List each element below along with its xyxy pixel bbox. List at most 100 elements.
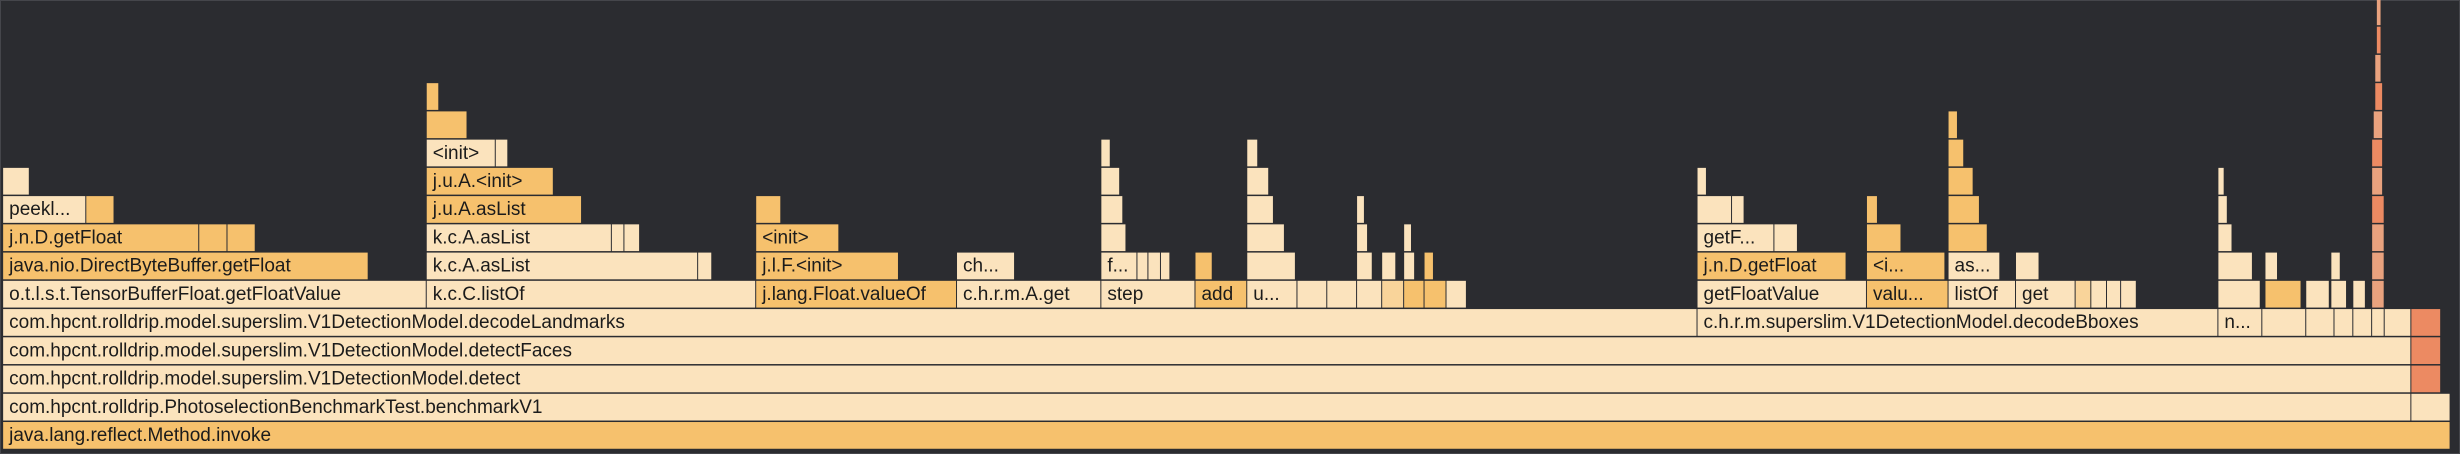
stack-frame[interactable] <box>1101 280 1195 308</box>
stack-frame[interactable] <box>1357 196 1364 223</box>
stack-frame[interactable] <box>1357 224 1368 252</box>
stack-frame[interactable] <box>86 196 114 223</box>
stack-frame[interactable] <box>1424 252 1433 280</box>
stack-frame[interactable] <box>1404 252 1415 280</box>
stack-frame[interactable] <box>2372 139 2383 167</box>
stack-frame[interactable] <box>1697 167 1706 195</box>
stack-frame[interactable] <box>1382 280 1404 308</box>
stack-frame[interactable] <box>2411 337 2441 365</box>
stack-frame[interactable] <box>1697 224 1774 252</box>
stack-frame[interactable] <box>1382 252 1396 280</box>
stack-frame[interactable] <box>1404 280 1424 308</box>
stack-frame[interactable] <box>426 83 439 110</box>
stack-frame[interactable] <box>1948 111 1957 139</box>
stack-frame[interactable] <box>2265 252 2278 280</box>
stack-frame[interactable] <box>3 309 1697 336</box>
stack-frame[interactable] <box>1357 280 1382 308</box>
stack-frame[interactable] <box>1195 280 1247 308</box>
stack-frame[interactable] <box>3 252 368 280</box>
stack-frame[interactable] <box>756 224 839 252</box>
stack-frame[interactable] <box>1732 196 1744 223</box>
stack-frame[interactable] <box>426 167 553 195</box>
stack-frame[interactable] <box>2375 54 2381 82</box>
stack-frame[interactable] <box>2306 309 2334 336</box>
stack-frame[interactable] <box>1247 196 1273 223</box>
stack-frame[interactable] <box>1866 196 1877 223</box>
stack-frame[interactable] <box>1948 139 1964 167</box>
stack-frame[interactable] <box>3 224 199 252</box>
stack-frame[interactable] <box>1697 252 1846 280</box>
stack-frame[interactable] <box>3 167 29 195</box>
stack-frame[interactable] <box>1247 224 1284 252</box>
stack-frame[interactable] <box>756 196 781 223</box>
stack-frame[interactable] <box>2016 252 2039 280</box>
stack-frame[interactable] <box>3 196 86 223</box>
stack-frame[interactable] <box>2218 280 2260 308</box>
stack-frame[interactable] <box>756 252 898 280</box>
stack-frame[interactable] <box>1866 224 1901 252</box>
stack-frame[interactable] <box>426 111 467 139</box>
stack-frame[interactable] <box>426 252 698 280</box>
stack-frame[interactable] <box>1948 252 2000 280</box>
stack-frame[interactable] <box>2218 224 2232 252</box>
stack-frame[interactable] <box>1247 167 1269 195</box>
stack-frame[interactable] <box>1948 196 1979 223</box>
stack-frame[interactable] <box>227 224 255 252</box>
stack-frame[interactable] <box>698 252 712 280</box>
stack-frame[interactable] <box>1101 252 1137 280</box>
stack-frame[interactable] <box>2353 280 2365 308</box>
stack-frame[interactable] <box>1697 196 1732 223</box>
stack-frame[interactable] <box>2376 0 2381 26</box>
stack-frame[interactable] <box>2331 252 2340 280</box>
stack-frame[interactable] <box>2334 309 2353 336</box>
stack-frame[interactable] <box>957 252 1015 280</box>
stack-frame[interactable] <box>2218 252 2252 280</box>
stack-frame[interactable] <box>495 139 508 167</box>
stack-frame[interactable] <box>426 139 495 167</box>
stack-frame[interactable] <box>1774 224 1797 252</box>
stack-frame[interactable] <box>2107 280 2121 308</box>
stack-frame[interactable] <box>2375 83 2383 110</box>
stack-frame[interactable] <box>1948 280 2016 308</box>
stack-frame[interactable] <box>2372 252 2384 280</box>
stack-frame[interactable] <box>2353 309 2372 336</box>
stack-frame[interactable] <box>2372 167 2383 195</box>
stack-frame[interactable] <box>2373 111 2383 139</box>
stack-frame[interactable] <box>2372 280 2384 308</box>
stack-frame[interactable] <box>2265 280 2301 308</box>
stack-frame[interactable] <box>426 196 582 223</box>
stack-frame[interactable] <box>2376 26 2381 54</box>
stack-frame[interactable] <box>1101 167 1120 195</box>
stack-frame[interactable] <box>1948 224 1987 252</box>
stack-frame[interactable] <box>426 224 611 252</box>
stack-frame[interactable] <box>2372 309 2384 336</box>
stack-frame[interactable] <box>2218 167 2224 195</box>
stack-frame[interactable] <box>1137 252 1148 280</box>
stack-frame[interactable] <box>2411 393 2450 421</box>
stack-frame[interactable] <box>957 280 1101 308</box>
stack-frame[interactable] <box>3 337 2411 365</box>
stack-frame[interactable] <box>2331 280 2347 308</box>
stack-frame[interactable] <box>1160 252 1170 280</box>
stack-frame[interactable] <box>1697 309 2218 336</box>
stack-frame[interactable] <box>2411 365 2441 393</box>
stack-frame[interactable] <box>756 280 957 308</box>
stack-frame[interactable] <box>3 280 426 308</box>
stack-frame[interactable] <box>3 393 2411 421</box>
stack-frame[interactable] <box>426 280 756 308</box>
stack-frame[interactable] <box>2384 309 2411 336</box>
stack-frame[interactable] <box>1424 280 1446 308</box>
stack-frame[interactable] <box>2121 280 2136 308</box>
stack-frame[interactable] <box>1101 139 1110 167</box>
stack-frame[interactable] <box>1404 224 1411 252</box>
stack-frame[interactable] <box>1247 280 1297 308</box>
stack-frame[interactable] <box>2262 309 2306 336</box>
stack-frame[interactable] <box>1327 280 1357 308</box>
stack-frame[interactable] <box>2306 280 2329 308</box>
stack-frame[interactable] <box>1247 252 1295 280</box>
stack-frame[interactable] <box>1357 252 1372 280</box>
stack-frame[interactable] <box>1195 252 1212 280</box>
stack-frame[interactable] <box>2218 309 2262 336</box>
stack-frame[interactable] <box>2411 309 2441 336</box>
stack-frame[interactable] <box>624 224 640 252</box>
